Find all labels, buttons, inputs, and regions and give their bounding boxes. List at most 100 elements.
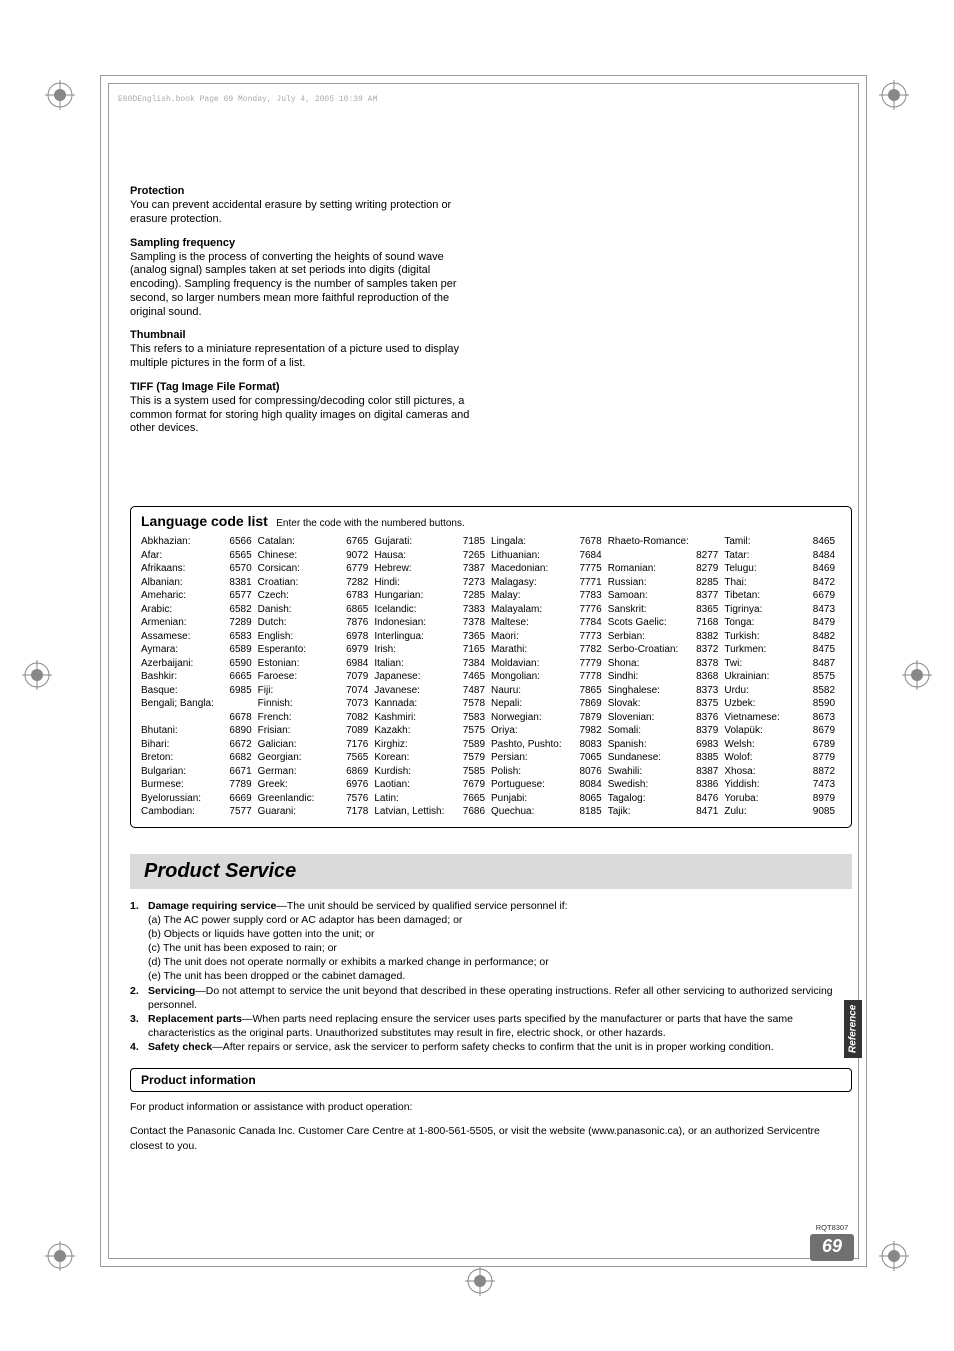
lang-code: 6566 bbox=[225, 535, 251, 549]
service-num: 1. bbox=[130, 899, 148, 984]
lang-code: 6582 bbox=[225, 603, 251, 617]
lang-row: Galician:7176 bbox=[258, 738, 369, 752]
lang-row: Malagasy:7771 bbox=[491, 576, 602, 590]
lang-name: Interlingua: bbox=[374, 630, 423, 644]
lang-row: Greenlandic:7576 bbox=[258, 792, 369, 806]
lang-row: Wolof:8779 bbox=[724, 751, 835, 765]
lang-code: 8285 bbox=[692, 576, 718, 590]
lang-row: Bengali; Bangla: bbox=[141, 697, 252, 711]
lang-name: Aymara: bbox=[141, 643, 178, 657]
lang-name: Croatian: bbox=[258, 576, 299, 590]
page-badge: RQT8307 69 bbox=[810, 1223, 854, 1261]
lang-name: Turkish: bbox=[724, 630, 759, 644]
lang-code: 7776 bbox=[575, 603, 601, 617]
rqt-code: RQT8307 bbox=[810, 1223, 854, 1232]
lang-name: Bhutani: bbox=[141, 724, 178, 738]
lang-row: Turkmen:8475 bbox=[724, 643, 835, 657]
lang-row: Ameharic:6577 bbox=[141, 589, 252, 603]
content-area: Protection You can prevent accidental er… bbox=[130, 185, 850, 1154]
lang-code: 8575 bbox=[809, 670, 835, 684]
lang-name: Vietnamese: bbox=[724, 711, 779, 725]
lang-name: Assamese: bbox=[141, 630, 190, 644]
lang-code: 6672 bbox=[225, 738, 251, 752]
lang-row: Punjabi:8065 bbox=[491, 792, 602, 806]
lang-name: Tajik: bbox=[608, 805, 631, 819]
lang-row: Marathi:7782 bbox=[491, 643, 602, 657]
lang-name: Malay: bbox=[491, 589, 520, 603]
lang-name: Slovak: bbox=[608, 697, 641, 711]
lang-row: Bhutani:6890 bbox=[141, 724, 252, 738]
lang-row: Dutch:7876 bbox=[258, 616, 369, 630]
lang-name: Irish: bbox=[374, 643, 396, 657]
lang-row: Turkish:8482 bbox=[724, 630, 835, 644]
lang-row: Polish:8076 bbox=[491, 765, 602, 779]
lang-code: 8381 bbox=[225, 576, 251, 590]
lang-row: Bihari:6672 bbox=[141, 738, 252, 752]
lang-row: Latvian, Lettish:7686 bbox=[374, 805, 485, 819]
lang-code: 7378 bbox=[459, 616, 485, 630]
lang-code: 6985 bbox=[225, 684, 251, 698]
lang-name: Serbian: bbox=[608, 630, 645, 644]
lang-row: Oriya:7982 bbox=[491, 724, 602, 738]
lang-code: 7365 bbox=[459, 630, 485, 644]
lang-row: Afar:6565 bbox=[141, 549, 252, 563]
lang-row: Tatar:8484 bbox=[724, 549, 835, 563]
lang-code bbox=[714, 535, 718, 549]
lang-name: Finnish: bbox=[258, 697, 293, 711]
lang-code: 8375 bbox=[692, 697, 718, 711]
lang-code: 8084 bbox=[575, 778, 601, 792]
lang-row: Interlingua: 7365 bbox=[374, 630, 485, 644]
lang-code: 6577 bbox=[225, 589, 251, 603]
lang-name: Rhaeto-Romance: bbox=[608, 535, 689, 549]
service-num: 3. bbox=[130, 1012, 148, 1040]
def-body: This refers to a miniature representatio… bbox=[130, 343, 480, 371]
lang-name: Nauru: bbox=[491, 684, 521, 698]
reg-mark-icon bbox=[879, 1241, 909, 1271]
lang-name: Oriya: bbox=[491, 724, 518, 738]
lang-code: 9072 bbox=[342, 549, 368, 563]
def-tiff: TIFF (Tag Image File Format) This is a s… bbox=[130, 381, 480, 436]
service-item: 3.Replacement parts—When parts need repl… bbox=[130, 1012, 850, 1040]
lang-row: Shona:8378 bbox=[608, 657, 719, 671]
lang-row: Gujarati:7185 bbox=[374, 535, 485, 549]
lang-row: French:7082 bbox=[258, 711, 369, 725]
lang-row: Malayalam: 7776 bbox=[491, 603, 602, 617]
lang-row: Sundanese:8385 bbox=[608, 751, 719, 765]
lang-code: 8377 bbox=[692, 589, 718, 603]
lang-code: 8590 bbox=[809, 697, 835, 711]
lang-row: Scots Gaelic:7168 bbox=[608, 616, 719, 630]
lang-code: 8476 bbox=[692, 792, 718, 806]
lang-row: Lingala:7678 bbox=[491, 535, 602, 549]
lang-column: Lingala:7678Lithuanian:7684Macedonian:77… bbox=[491, 535, 608, 819]
lang-row: Croatian:7282 bbox=[258, 576, 369, 590]
lang-code: 7168 bbox=[692, 616, 718, 630]
lang-name: Maori: bbox=[491, 630, 519, 644]
lang-code: 7384 bbox=[459, 657, 485, 671]
lang-name: Moldavian: bbox=[491, 657, 539, 671]
lang-code: 7771 bbox=[575, 576, 601, 590]
lang-code: 7784 bbox=[575, 616, 601, 630]
lang-row: Vietnamese:8673 bbox=[724, 711, 835, 725]
lang-name: Indonesian: bbox=[374, 616, 426, 630]
lang-code: 7285 bbox=[459, 589, 485, 603]
lang-row: Guarani:7178 bbox=[258, 805, 369, 819]
lang-name: Laotian: bbox=[374, 778, 410, 792]
lang-code: 7265 bbox=[459, 549, 485, 563]
lang-name: Maltese: bbox=[491, 616, 529, 630]
book-header: E60DEnglish.book Page 69 Monday, July 4,… bbox=[118, 95, 377, 104]
lang-row: Norwegian:7879 bbox=[491, 711, 602, 725]
lang-code: 6589 bbox=[225, 643, 251, 657]
lang-name: Polish: bbox=[491, 765, 521, 779]
lang-code: 6565 bbox=[225, 549, 251, 563]
lang-name: Hindi: bbox=[374, 576, 400, 590]
lang-row: Slovenian:8376 bbox=[608, 711, 719, 725]
lang-code: 8382 bbox=[692, 630, 718, 644]
lang-row: Armenian:7289 bbox=[141, 616, 252, 630]
lang-row: Azerbaijani:6590 bbox=[141, 657, 252, 671]
lang-name: Turkmen: bbox=[724, 643, 766, 657]
lang-row: Kannada:7578 bbox=[374, 697, 485, 711]
lang-name: Azerbaijani: bbox=[141, 657, 193, 671]
def-protection: Protection You can prevent accidental er… bbox=[130, 185, 480, 227]
service-num: 2. bbox=[130, 984, 148, 1012]
lang-name: Malayalam: bbox=[491, 603, 542, 617]
